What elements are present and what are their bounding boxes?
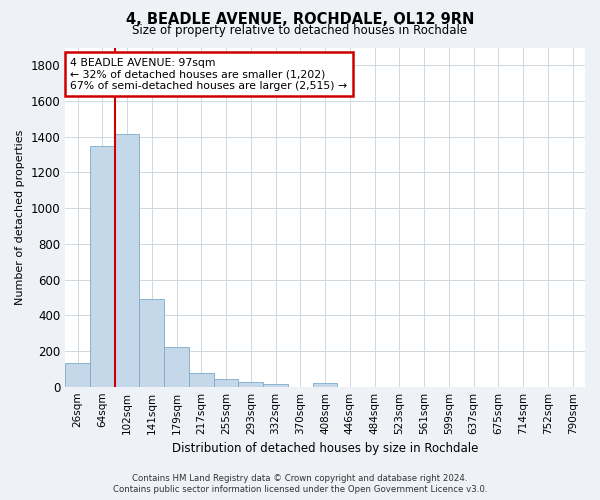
Text: 4 BEADLE AVENUE: 97sqm
← 32% of detached houses are smaller (1,202)
67% of semi-: 4 BEADLE AVENUE: 97sqm ← 32% of detached… — [70, 58, 347, 91]
Bar — [164, 346, 189, 387]
Bar — [65, 362, 90, 386]
Bar — [214, 379, 238, 386]
Bar — [115, 134, 139, 386]
Y-axis label: Number of detached properties: Number of detached properties — [15, 130, 25, 305]
Bar — [238, 382, 263, 386]
Bar — [313, 384, 337, 386]
Text: Size of property relative to detached houses in Rochdale: Size of property relative to detached ho… — [133, 24, 467, 37]
Text: Contains HM Land Registry data © Crown copyright and database right 2024.
Contai: Contains HM Land Registry data © Crown c… — [113, 474, 487, 494]
Bar — [139, 299, 164, 386]
Bar — [90, 146, 115, 386]
Text: 4, BEADLE AVENUE, ROCHDALE, OL12 9RN: 4, BEADLE AVENUE, ROCHDALE, OL12 9RN — [126, 12, 474, 28]
X-axis label: Distribution of detached houses by size in Rochdale: Distribution of detached houses by size … — [172, 442, 478, 455]
Bar — [189, 374, 214, 386]
Bar — [263, 384, 288, 386]
